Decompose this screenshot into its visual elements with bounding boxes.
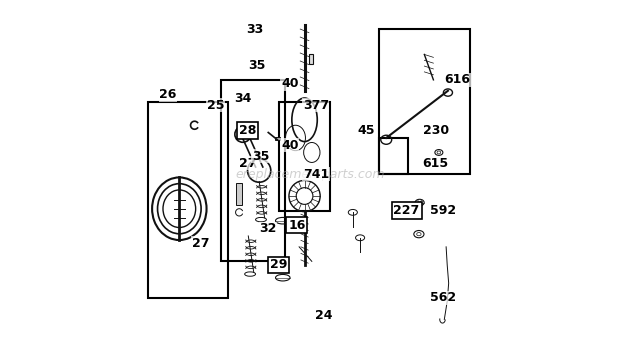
Text: 615: 615: [423, 157, 449, 170]
Bar: [279, 102, 330, 211]
Text: 34: 34: [234, 91, 251, 105]
Text: 16: 16: [288, 219, 306, 232]
Text: 741: 741: [303, 168, 329, 181]
Text: 35: 35: [252, 150, 269, 163]
Text: 592: 592: [430, 204, 456, 217]
Text: 27: 27: [192, 237, 210, 250]
Text: ereplacementparts.com: ereplacementparts.com: [235, 168, 385, 181]
Bar: [221, 80, 285, 261]
Text: 32: 32: [259, 222, 277, 235]
Text: 227: 227: [394, 204, 420, 217]
Text: 28: 28: [239, 124, 257, 137]
Text: 29: 29: [270, 258, 288, 272]
Text: 35: 35: [248, 59, 265, 72]
Text: 27: 27: [239, 157, 257, 170]
Text: 40: 40: [281, 139, 298, 152]
Text: 25: 25: [206, 99, 224, 112]
Text: 33: 33: [247, 23, 264, 36]
Bar: [148, 102, 228, 298]
Text: 28: 28: [239, 124, 257, 137]
Text: 29: 29: [270, 258, 288, 272]
Text: 45: 45: [357, 124, 374, 137]
Text: 40: 40: [281, 77, 298, 90]
Bar: [379, 138, 408, 174]
Bar: [275, 137, 280, 140]
Text: 562: 562: [430, 291, 456, 304]
Text: 616: 616: [445, 73, 471, 86]
Bar: [379, 29, 470, 174]
Text: 377: 377: [303, 99, 329, 112]
Text: 227: 227: [394, 204, 420, 217]
Bar: [309, 54, 313, 64]
Text: 24: 24: [316, 309, 333, 322]
Text: 16: 16: [288, 219, 306, 232]
Bar: [236, 183, 242, 205]
Text: 26: 26: [159, 88, 177, 101]
Text: 230: 230: [423, 124, 449, 137]
